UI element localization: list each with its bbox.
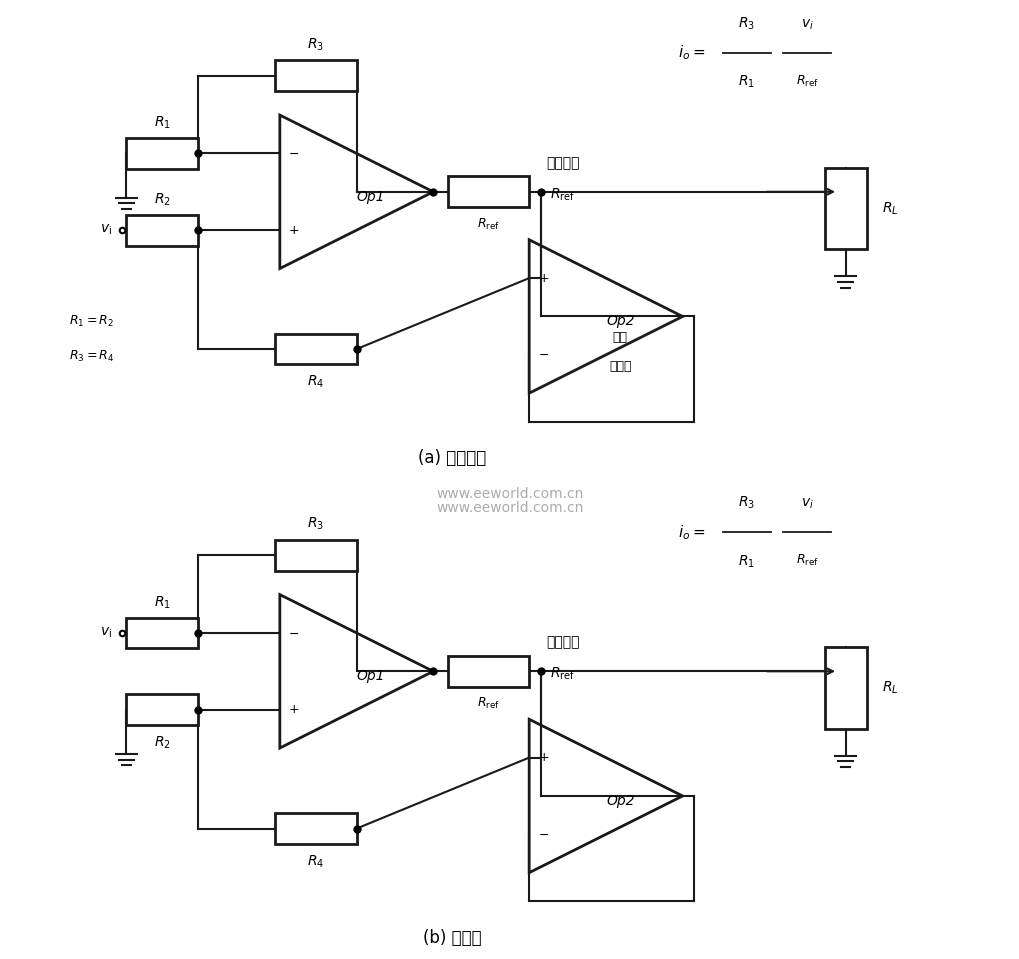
Text: $R_{\rm ref}$: $R_{\rm ref}$ — [795, 553, 818, 569]
Bar — [447, 176, 529, 207]
Text: Op2: Op2 — [605, 794, 634, 807]
Text: (a) 非反转型: (a) 非反转型 — [418, 450, 486, 467]
Text: $R_{\rm ref}$: $R_{\rm ref}$ — [477, 217, 499, 232]
Text: $-$: $-$ — [288, 626, 300, 640]
Text: $i_o=$: $i_o=$ — [678, 523, 704, 542]
Text: $R_1$: $R_1$ — [154, 595, 170, 611]
Text: Op1: Op1 — [357, 190, 385, 203]
Text: $R_{\rm ref}$: $R_{\rm ref}$ — [477, 696, 499, 712]
Text: $-$: $-$ — [537, 828, 548, 841]
Text: $R_1$: $R_1$ — [154, 115, 170, 131]
Text: Op1: Op1 — [357, 669, 385, 683]
Text: $R_3$: $R_3$ — [307, 516, 324, 532]
Text: $R_3$: $R_3$ — [738, 15, 755, 32]
Text: 电压: 电压 — [612, 331, 627, 344]
Text: $R_4$: $R_4$ — [307, 374, 324, 390]
Text: $v_i$: $v_i$ — [800, 17, 813, 32]
Text: $R_L$: $R_L$ — [881, 680, 898, 696]
Bar — [275, 813, 357, 844]
Text: $+$: $+$ — [537, 271, 548, 285]
Bar — [126, 694, 198, 725]
Text: (b) 反转型: (b) 反转型 — [423, 929, 481, 947]
Text: $R_4$: $R_4$ — [307, 854, 324, 870]
Bar — [126, 215, 198, 246]
Text: $-$: $-$ — [537, 348, 548, 362]
Text: Op2: Op2 — [605, 315, 634, 328]
Text: $R_{\rm ref}$: $R_{\rm ref}$ — [549, 186, 575, 203]
Text: $i_o=$: $i_o=$ — [678, 43, 704, 62]
Bar — [275, 334, 357, 364]
Text: $-$: $-$ — [288, 147, 300, 160]
Bar — [823, 647, 866, 729]
Text: $R_1$: $R_1$ — [738, 553, 755, 570]
Bar — [823, 168, 866, 249]
Text: 基准电阵: 基准电阵 — [545, 636, 579, 649]
Text: $R_3$: $R_3$ — [307, 36, 324, 53]
Text: $R_2$: $R_2$ — [154, 192, 170, 208]
Text: $v_{\mathrm{i}}$: $v_{\mathrm{i}}$ — [100, 222, 112, 238]
Text: $R_1=R_2$: $R_1=R_2$ — [69, 314, 114, 329]
Text: www.eeworld.com.cn: www.eeworld.com.cn — [436, 502, 583, 515]
Text: $+$: $+$ — [537, 751, 548, 764]
Bar — [126, 138, 198, 169]
Text: $R_3=R_4$: $R_3=R_4$ — [69, 349, 114, 364]
Text: 跟随器: 跟随器 — [608, 360, 631, 373]
Text: $R_2$: $R_2$ — [154, 735, 170, 751]
Bar — [447, 656, 529, 687]
Text: $R_3$: $R_3$ — [738, 495, 755, 511]
Text: www.eeworld.com.cn: www.eeworld.com.cn — [436, 487, 583, 501]
Text: $R_L$: $R_L$ — [881, 200, 898, 217]
Text: $R_{\rm ref}$: $R_{\rm ref}$ — [549, 666, 575, 683]
Bar — [126, 618, 198, 648]
Text: 基准电阵: 基准电阵 — [545, 156, 579, 170]
Text: $R_1$: $R_1$ — [738, 74, 755, 90]
Bar — [275, 540, 357, 571]
Text: $v_i$: $v_i$ — [800, 497, 813, 511]
Text: $+$: $+$ — [288, 223, 300, 237]
Text: $+$: $+$ — [288, 703, 300, 716]
Text: $v_{\mathrm{i}}$: $v_{\mathrm{i}}$ — [100, 625, 112, 641]
Bar — [275, 60, 357, 91]
Text: $R_{\rm ref}$: $R_{\rm ref}$ — [795, 74, 818, 89]
